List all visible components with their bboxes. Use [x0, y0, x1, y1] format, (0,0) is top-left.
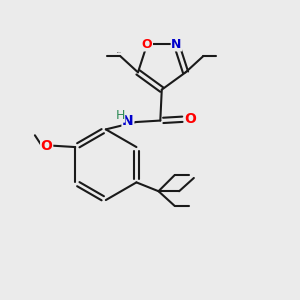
Text: H: H [115, 109, 125, 122]
Text: methyl: methyl [116, 51, 121, 52]
Text: O: O [142, 38, 152, 51]
Text: N: N [122, 114, 134, 128]
Text: O: O [185, 112, 197, 126]
Text: N: N [171, 38, 182, 51]
Text: O: O [41, 139, 52, 153]
